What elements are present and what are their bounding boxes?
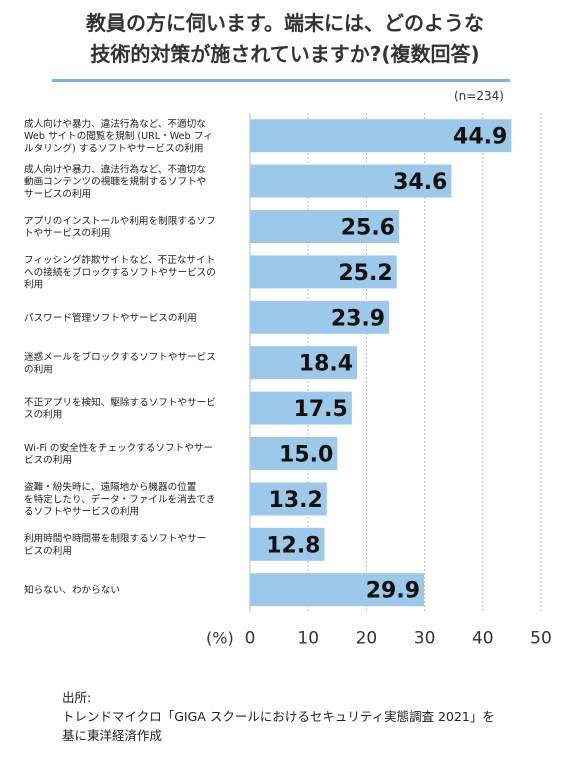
bar	[250, 346, 358, 380]
category-label: 不正アプリを検知、駆除するソフトやサービスの利用	[24, 397, 216, 421]
category-label: フィッシング詐欺サイトなど、不正なサイトへの接続をブロックするソフトやサービスの…	[24, 254, 216, 290]
bar	[250, 300, 390, 334]
bar	[250, 119, 512, 153]
category-label-line: ビスの利用	[24, 545, 72, 557]
category-label-line: 成人向けや暴力、違法行為など、不適切な	[24, 163, 206, 175]
category-label: 知らない、わからない	[24, 584, 120, 596]
bar	[250, 391, 352, 425]
category-label-line: 利用時間や時間帯を制限するソフトやサー	[24, 533, 206, 545]
category-label-line: トやサービスの利用	[24, 227, 110, 239]
bar-value-label: 25.6	[341, 216, 395, 241]
category-label-line: 利用	[24, 279, 43, 291]
category-label-line: 成人向けや暴力、違法行為など、不適切な	[24, 118, 206, 130]
bar	[250, 210, 399, 243]
category-label: アプリのインストールや利用を制限するソフトやサービスの利用	[24, 215, 216, 239]
bar-value-label: 23.9	[331, 306, 385, 331]
bar-value-label: 12.8	[266, 533, 320, 558]
x-tick-label: 50	[530, 628, 552, 648]
x-axis-label: (%)	[206, 628, 234, 647]
bar-value-label: 18.4	[299, 352, 353, 377]
bar-value-label: 34.6	[393, 170, 447, 195]
source-credit: 基に東洋経済作成	[62, 728, 163, 743]
category-label-line: 動画コンテンツの視聴を規制するソフトや	[24, 176, 206, 188]
bar	[250, 482, 327, 516]
bar-value-label: 13.2	[269, 488, 323, 513]
x-tick-label: 0	[245, 628, 256, 648]
bar-value-label: 25.2	[338, 261, 392, 286]
bar	[250, 527, 325, 561]
category-label-line: 迷惑メールをブロックするソフトやサービス	[24, 351, 216, 363]
x-tick-label: 40	[472, 628, 494, 648]
category-label-line: るソフトやサービスの利用	[24, 506, 139, 518]
category-label-line: 盗難・紛失時に、遠隔地から機器の位置	[24, 481, 197, 493]
bar-value-label: 44.9	[453, 125, 507, 150]
bar-value-label: 15.0	[279, 443, 333, 468]
source-text: トレンドマイクロ「GIGA スクールにおけるセキュリティ実態調査 2021」を	[62, 709, 495, 724]
x-tick-label: 30	[414, 628, 436, 648]
category-label-line: スの利用	[24, 409, 62, 421]
bar	[250, 164, 452, 198]
chart-title: 教員の方に伺います。端末には、どのような 技術的対策が施されていますか?(複数回…	[0, 8, 570, 70]
category-label-line: サービスの利用	[24, 188, 91, 200]
category-label-line: 知らない、わからない	[24, 584, 120, 596]
category-label-line: アプリのインストールや利用を制限するソフ	[24, 215, 216, 227]
category-label-line: を特定したり、データ・ファイルを消去でき	[24, 493, 216, 505]
bar	[250, 573, 425, 607]
source-note: 出所: トレンドマイクロ「GIGA スクールにおけるセキュリティ実態調査 202…	[62, 688, 495, 745]
category-label-line: フィッシング詐欺サイトなど、不正なサイト	[24, 254, 215, 266]
category-label-line: パスワード管理ソフトやサービスの利用	[24, 312, 197, 324]
category-label: 成人向けや暴力、違法行為など、不適切な動画コンテンツの視聴を規制するソフトやサー…	[24, 163, 206, 199]
bar-value-label: 17.5	[294, 397, 348, 422]
sample-size-note: (n=234)	[454, 89, 504, 103]
x-tick-label: 20	[356, 628, 378, 648]
category-label-line: Wi-Fi の安全性をチェックするソフトやサー	[24, 442, 213, 454]
x-tick-label: 10	[297, 628, 319, 648]
category-label: 盗難・紛失時に、遠隔地から機器の位置を特定したり、データ・ファイルを消去できるソ…	[24, 481, 216, 517]
category-label-line: Web サイトの閲覧を規制 (URL・Web フィ	[24, 130, 213, 142]
category-label: 利用時間や時間帯を制限するソフトやサービスの利用	[24, 533, 206, 557]
title-underline	[52, 79, 510, 82]
bar	[250, 255, 397, 289]
category-label-line: 不正アプリを検知、駆除するソフトやサービ	[24, 397, 216, 409]
bar	[250, 437, 338, 470]
category-label-line: ビスの利用	[24, 454, 72, 466]
chart-title-line-1: 教員の方に伺います。端末には、どのような	[86, 11, 484, 35]
category-label-line: への接続をブロックするソフトやサービスの	[24, 266, 216, 278]
source-label: 出所:	[62, 690, 92, 705]
category-label: 迷惑メールをブロックするソフトやサービスの利用	[24, 351, 216, 375]
bar-value-label: 29.9	[366, 579, 420, 604]
category-label-line: ルタリング) するソフトやサービスの利用	[24, 142, 203, 154]
category-label-line: の利用	[24, 363, 53, 375]
chart-title-line-2: 技術的対策が施されていますか?(複数回答)	[90, 42, 480, 66]
category-label: パスワード管理ソフトやサービスの利用	[24, 312, 197, 324]
category-label: Wi-Fi の安全性をチェックするソフトやサービスの利用	[24, 442, 213, 466]
category-label: 成人向けや暴力、違法行為など、不適切な Web サイトの閲覧を規制 (URL・We…	[24, 118, 213, 154]
